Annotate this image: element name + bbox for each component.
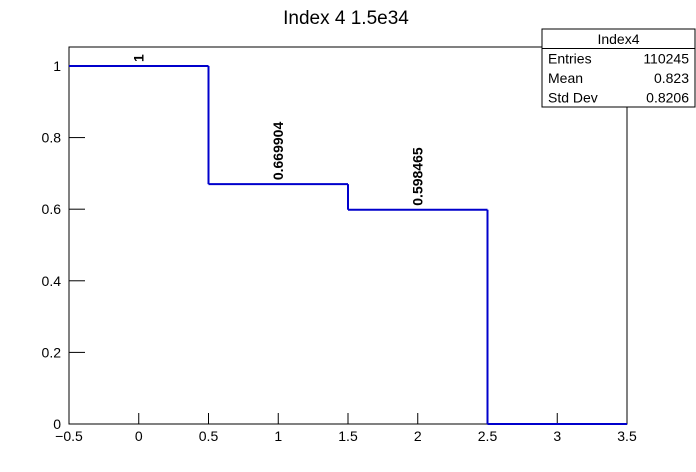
stats-value: 0.823 (654, 70, 689, 86)
x-tick-label: 1.5 (338, 428, 358, 444)
x-tick-label: 3.5 (617, 428, 637, 444)
x-tick-label: 2 (414, 428, 422, 444)
y-tick-label: 0 (53, 416, 61, 432)
chart-title: Index 4 1.5e34 (283, 8, 409, 29)
data-label: 0.598465 (410, 147, 426, 206)
x-tick-label: 2.5 (478, 428, 498, 444)
stats-title: Index4 (597, 31, 639, 47)
stats-label: Std Dev (548, 90, 598, 106)
y-tick-label: 0.4 (42, 273, 62, 289)
y-tick-label: 0.8 (42, 130, 62, 146)
y-tick-label: 1 (53, 58, 61, 74)
x-tick-label: 0 (135, 428, 143, 444)
stats-label: Mean (548, 70, 583, 86)
stats-box (541, 28, 696, 108)
stats-value: 110245 (643, 51, 689, 67)
x-tick-label: 1 (274, 428, 282, 444)
stats-label: Entries (548, 51, 592, 67)
x-tick-label: −0.5 (55, 428, 83, 444)
data-label: 1 (131, 54, 147, 62)
x-tick-label: 0.5 (199, 428, 219, 444)
stats-value: 0.8206 (646, 90, 689, 106)
x-tick-label: 3 (553, 428, 561, 444)
y-tick-label: 0.2 (42, 344, 62, 360)
y-tick-label: 0.6 (42, 201, 62, 217)
data-label: 0.669904 (270, 122, 286, 181)
